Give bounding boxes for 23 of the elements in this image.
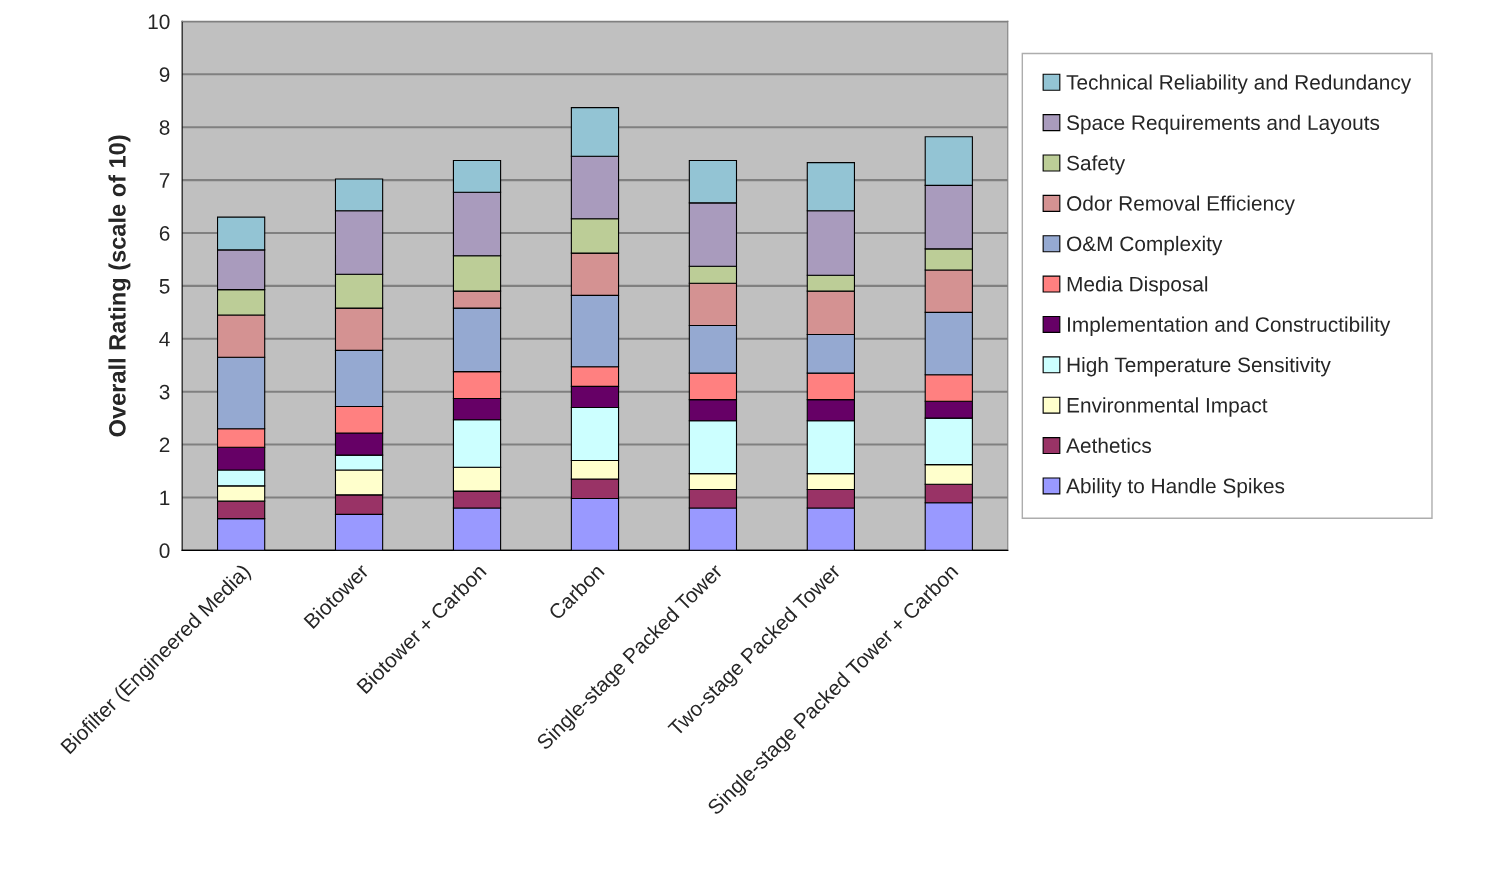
y-tick-label: 3 bbox=[159, 384, 170, 400]
legend-label: Aethetics bbox=[1066, 437, 1152, 453]
y-tick-label: 6 bbox=[159, 225, 170, 241]
y-tick-label: 5 bbox=[159, 279, 170, 294]
legend-label: Space Requirements and Layouts bbox=[1067, 114, 1380, 135]
legend-label: High Temperature Sensitivity bbox=[1067, 356, 1331, 377]
legend-label: Technical Reliability and Redundancy bbox=[1066, 74, 1412, 94]
y-tick-label: 7 bbox=[159, 173, 170, 188]
y-tick-label: 2 bbox=[159, 437, 170, 453]
y-tick-label: 10 bbox=[148, 14, 170, 30]
y-tick-label: 8 bbox=[159, 120, 170, 135]
legend-label: Safety bbox=[1067, 155, 1126, 175]
legend-label: Ability to Handle Spikes bbox=[1066, 478, 1285, 498]
y-tick-label: 0 bbox=[159, 543, 170, 559]
legend-label: Odor Removal Efficiency bbox=[1067, 195, 1295, 215]
legend-label: Implementation and Constructibility bbox=[1067, 316, 1391, 337]
y-axis-title: Overall Rating (scale of 10) bbox=[108, 135, 131, 437]
legend-label: Environmental Impact bbox=[1067, 397, 1268, 417]
y-tick-label: 1 bbox=[160, 490, 170, 506]
legend-label: Media Disposal bbox=[1067, 276, 1208, 296]
y-tick-label: 4 bbox=[159, 332, 170, 347]
legend-label: O&M Complexity bbox=[1067, 235, 1223, 256]
y-tick-label: 9 bbox=[159, 67, 170, 83]
